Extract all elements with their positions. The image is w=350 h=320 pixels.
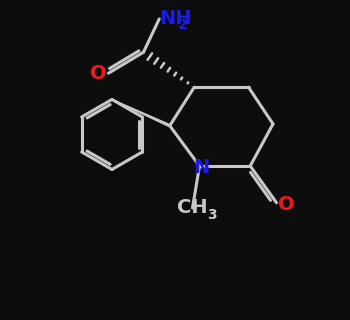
Text: N: N: [193, 158, 209, 177]
Text: NH: NH: [159, 10, 192, 28]
Text: 2: 2: [177, 18, 187, 32]
Text: 3: 3: [207, 208, 217, 222]
Text: O: O: [90, 64, 106, 83]
Text: O: O: [278, 195, 295, 214]
Text: CH: CH: [177, 198, 208, 218]
Polygon shape: [112, 100, 170, 127]
